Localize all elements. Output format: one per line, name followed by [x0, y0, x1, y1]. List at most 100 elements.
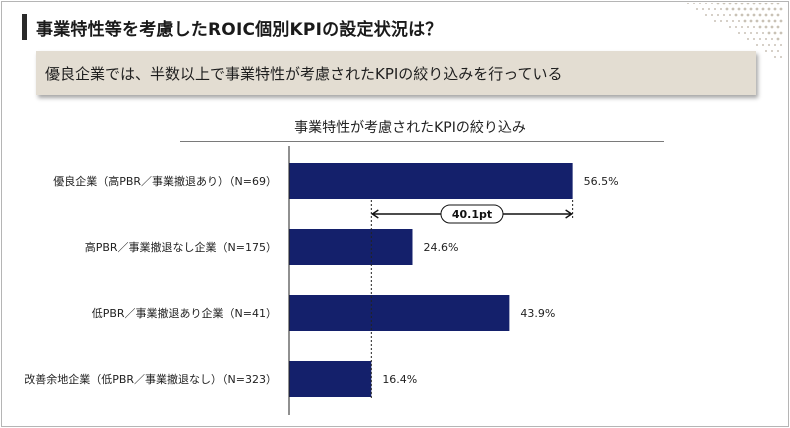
pattern-dot: [768, 44, 770, 46]
pattern-dot: [776, 37, 780, 41]
pattern-dot: [773, 31, 777, 35]
pattern-dot: [746, 3, 750, 5]
pattern-dot: [711, 14, 713, 16]
pattern-dot: [779, 31, 783, 35]
pattern-dot: [756, 44, 758, 46]
pattern-dot: [771, 50, 773, 52]
chart-title: 事業特性が考慮されたKPIの絞り込み: [294, 120, 526, 136]
pattern-dot: [728, 3, 732, 5]
pattern-dot: [705, 14, 707, 16]
pattern-dot: [765, 50, 767, 52]
pattern-dot: [780, 56, 782, 58]
summary-text: 優良企業では、半数以上で事業特性が考慮されたKPIの絞り込みを行っている: [45, 65, 563, 83]
bar: [289, 229, 413, 265]
annotation-arrowhead-left: [371, 209, 379, 219]
pattern-dot: [774, 44, 776, 46]
pattern-dot: [776, 3, 780, 5]
pattern-dot: [770, 13, 774, 17]
pattern-dot: [747, 38, 749, 40]
pattern-dot: [761, 7, 765, 11]
pattern-dot: [779, 7, 783, 11]
pattern-dot: [746, 13, 750, 17]
pattern-dot: [780, 44, 782, 46]
data-label: 24.6%: [423, 241, 458, 254]
pattern-dot: [708, 8, 710, 10]
summary-banner: 優良企業では、半数以上で事業特性が考慮されたKPIの絞り込みを行っている: [36, 51, 756, 95]
pattern-dot: [726, 20, 728, 22]
pattern-dot: [759, 38, 761, 40]
pattern-dot: [747, 26, 749, 28]
pattern-dot: [749, 7, 753, 11]
pattern-dot: [740, 3, 744, 5]
bar: [289, 361, 372, 397]
annotation-arrowhead-right: [565, 209, 573, 219]
pattern-dot: [714, 8, 716, 10]
pattern-dot: [741, 26, 743, 28]
pattern-dot: [758, 13, 762, 17]
pattern-dot: [722, 3, 726, 5]
pattern-dot: [696, 8, 698, 10]
pattern-dot: [777, 50, 779, 52]
category-label: 低PBR／事業撤退あり企業（N=41）: [92, 306, 277, 320]
pattern-dot: [776, 25, 780, 29]
pattern-dot: [702, 8, 704, 10]
pattern-dot: [752, 13, 756, 17]
category-label: 優良企業（高PBR／事業撤退あり）（N=69）: [53, 174, 277, 188]
pattern-dot: [776, 13, 780, 17]
pattern-dot: [749, 19, 753, 23]
pattern-dot: [738, 20, 740, 22]
pattern-dot: [755, 7, 759, 11]
pattern-dot: [740, 13, 744, 17]
pattern-dot: [756, 32, 758, 34]
pattern-dot: [779, 19, 783, 23]
pattern-dot: [723, 14, 725, 16]
pattern-dot: [758, 3, 762, 5]
pattern-dot: [762, 44, 764, 46]
chart-title-rule: [180, 141, 664, 142]
pattern-dot: [773, 7, 777, 11]
pattern-dot: [765, 38, 767, 40]
pattern-dot: [717, 14, 719, 16]
pattern-dot: [705, 3, 707, 4]
data-label: 56.5%: [584, 175, 619, 188]
pattern-dot: [755, 19, 759, 23]
pattern-dot: [753, 26, 755, 28]
pattern-dot: [711, 3, 713, 4]
pattern-dot: [732, 20, 734, 22]
pattern-dot: [734, 13, 738, 17]
pattern-dot: [693, 3, 695, 4]
pattern-dot: [771, 38, 773, 40]
pattern-dot: [767, 19, 771, 23]
pattern-dot: [734, 3, 738, 5]
pattern-dot: [735, 26, 737, 28]
pattern-dot: [687, 3, 689, 4]
pattern-dot: [725, 7, 729, 11]
pattern-dot: [773, 19, 777, 23]
pattern-dot: [750, 32, 752, 34]
data-label: 16.4%: [382, 373, 417, 386]
page-title: 事業特性等を考慮したROIC個別KPIの設定状況は？: [36, 20, 443, 40]
pattern-dot: [770, 3, 774, 5]
pattern-dot: [764, 25, 768, 29]
pattern-dot: [764, 3, 768, 5]
pattern-dot: [762, 32, 764, 34]
pattern-dot: [720, 20, 722, 22]
pattern-dot: [752, 3, 756, 5]
pattern-dot: [767, 7, 771, 11]
pattern-dot: [743, 7, 747, 11]
annotation-label: 40.1pt: [452, 208, 492, 221]
bar: [289, 163, 573, 199]
pattern-dot: [744, 32, 746, 34]
category-label: 高PBR／事業撤退なし企業（N=175）: [85, 240, 277, 254]
pattern-dot: [761, 19, 765, 23]
pattern-dot: [716, 3, 720, 5]
pattern-dot: [737, 7, 741, 11]
title-accent-bar: [22, 14, 27, 40]
pattern-dot: [731, 7, 735, 11]
pattern-dot: [764, 13, 768, 17]
category-label: 改善余地企業（低PBR／事業撤退なし）（N=323）: [24, 372, 277, 386]
bar: [289, 295, 510, 331]
pattern-dot: [714, 20, 716, 22]
pattern-dot: [758, 25, 762, 29]
